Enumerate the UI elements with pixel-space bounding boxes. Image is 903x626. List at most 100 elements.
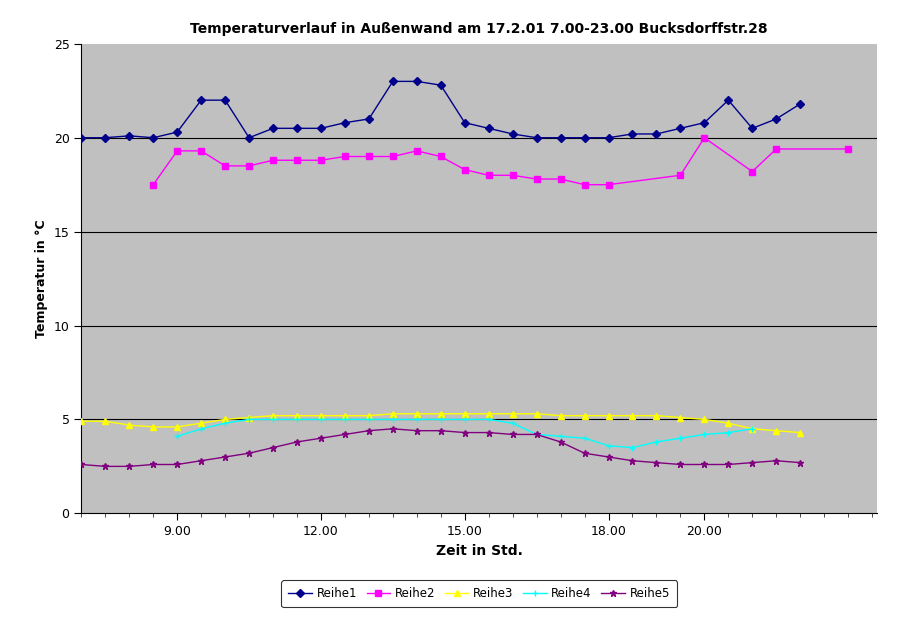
Reihe1: [698, 119, 709, 126]
Reihe5: [363, 427, 374, 434]
Reihe2: [531, 175, 542, 183]
Reihe1: [148, 134, 159, 141]
Reihe5: [76, 461, 87, 468]
Reihe1: [531, 134, 542, 141]
Reihe1: [722, 96, 733, 104]
Reihe5: [483, 429, 494, 436]
Reihe1: [435, 81, 446, 89]
Reihe2: [363, 153, 374, 160]
Reihe5: [746, 459, 757, 466]
Reihe5: [267, 444, 278, 451]
Reihe5: [172, 461, 182, 468]
Reihe1: [219, 96, 230, 104]
Reihe5: [340, 431, 350, 438]
Reihe1: [602, 134, 613, 141]
Reihe1: [340, 119, 350, 126]
Reihe5: [292, 438, 303, 446]
Reihe2: [675, 172, 685, 179]
Reihe3: [507, 410, 517, 418]
Reihe4: [387, 416, 398, 423]
Reihe1: [124, 132, 135, 140]
Reihe3: [100, 418, 111, 425]
Reihe5: [411, 427, 422, 434]
Reihe2: [459, 166, 470, 173]
Reihe1: [507, 130, 517, 138]
Reihe5: [124, 463, 135, 470]
Reihe4: [722, 429, 733, 436]
Reihe4: [675, 434, 685, 442]
Reihe4: [650, 438, 661, 446]
Reihe4: [340, 416, 350, 423]
Reihe3: [76, 418, 87, 425]
Reihe5: [100, 463, 111, 470]
Reihe4: [627, 444, 638, 451]
Reihe4: [363, 416, 374, 423]
Reihe1: [363, 115, 374, 123]
Reihe3: [411, 410, 422, 418]
Reihe5: [770, 457, 781, 464]
Reihe2: [602, 181, 613, 188]
Legend: Reihe1, Reihe2, Reihe3, Reihe4, Reihe5: Reihe1, Reihe2, Reihe3, Reihe4, Reihe5: [281, 580, 676, 607]
Reihe3: [554, 412, 565, 419]
Reihe2: [387, 153, 398, 160]
Reihe5: [435, 427, 446, 434]
Reihe1: [387, 78, 398, 85]
Reihe3: [435, 410, 446, 418]
Line: Reihe4: Reihe4: [173, 416, 755, 451]
Reihe3: [267, 412, 278, 419]
Reihe3: [387, 410, 398, 418]
Reihe2: [292, 156, 303, 164]
Reihe2: [315, 156, 326, 164]
Reihe1: [650, 130, 661, 138]
Reihe4: [459, 416, 470, 423]
Reihe2: [746, 168, 757, 175]
Reihe4: [554, 433, 565, 440]
Reihe2: [340, 153, 350, 160]
Reihe2: [196, 147, 207, 155]
Reihe3: [196, 419, 207, 427]
Reihe4: [602, 442, 613, 449]
Reihe2: [435, 153, 446, 160]
Reihe5: [459, 429, 470, 436]
Reihe1: [267, 125, 278, 132]
Reihe1: [579, 134, 590, 141]
Reihe3: [483, 410, 494, 418]
Title: Temperaturverlauf in Außenwand am 17.2.01 7.00-23.00 Bucksdorffstr.28: Temperaturverlauf in Außenwand am 17.2.0…: [191, 22, 767, 36]
Reihe1: [411, 78, 422, 85]
Reihe3: [244, 414, 255, 421]
Reihe3: [722, 419, 733, 427]
Reihe1: [244, 134, 255, 141]
Reihe5: [579, 449, 590, 457]
Reihe5: [650, 459, 661, 466]
Reihe3: [363, 412, 374, 419]
Reihe3: [292, 412, 303, 419]
Line: Reihe2: Reihe2: [150, 135, 850, 187]
Reihe1: [627, 130, 638, 138]
Reihe1: [675, 125, 685, 132]
Reihe5: [244, 449, 255, 457]
Reihe3: [650, 412, 661, 419]
Reihe5: [627, 457, 638, 464]
Reihe1: [794, 100, 805, 108]
Line: Reihe5: Reihe5: [78, 425, 803, 470]
Reihe2: [770, 145, 781, 153]
Reihe4: [219, 419, 230, 427]
Line: Reihe1: Reihe1: [79, 79, 802, 140]
Reihe4: [531, 431, 542, 438]
Reihe5: [387, 425, 398, 433]
Y-axis label: Temperatur in °C: Temperatur in °C: [35, 219, 48, 338]
Reihe4: [411, 416, 422, 423]
Reihe3: [794, 429, 805, 436]
Reihe2: [219, 162, 230, 170]
Reihe1: [315, 125, 326, 132]
Reihe5: [602, 453, 613, 461]
Reihe5: [196, 457, 207, 464]
Reihe3: [627, 412, 638, 419]
Reihe2: [483, 172, 494, 179]
Reihe5: [794, 459, 805, 466]
Reihe1: [459, 119, 470, 126]
Reihe5: [315, 434, 326, 442]
Reihe2: [579, 181, 590, 188]
Reihe5: [507, 431, 517, 438]
Line: Reihe3: Reihe3: [78, 410, 803, 436]
